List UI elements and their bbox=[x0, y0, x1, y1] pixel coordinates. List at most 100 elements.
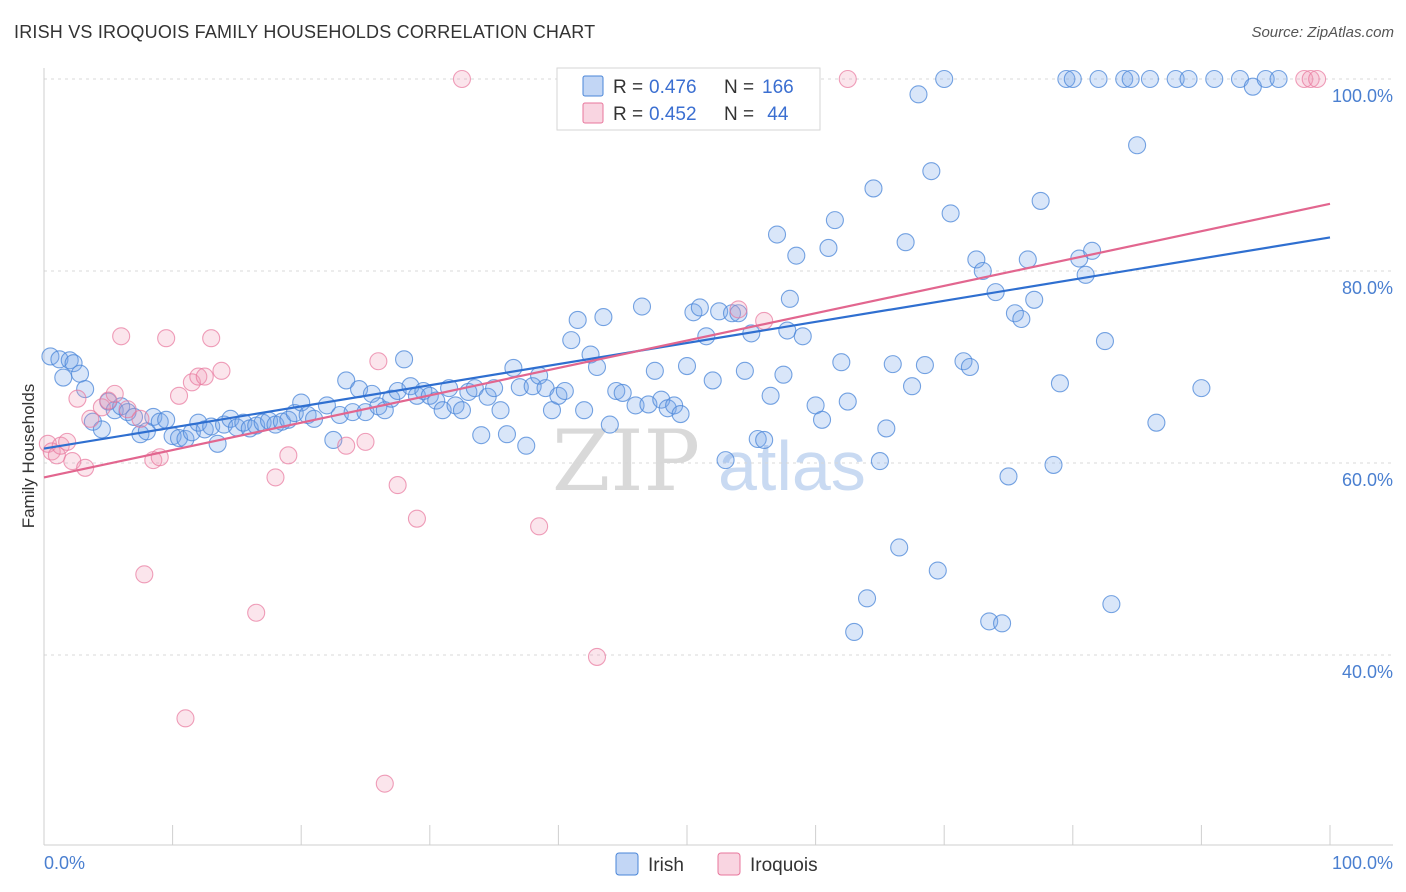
irish-point bbox=[1089, 69, 1108, 89]
irish-point bbox=[1012, 309, 1031, 329]
irish-point bbox=[1018, 250, 1037, 269]
legend-swatch-irish bbox=[582, 75, 604, 97]
iroquois-point bbox=[58, 432, 77, 451]
irish-point bbox=[1140, 69, 1160, 89]
source-credit: Source: ZipAtlas.com bbox=[1251, 24, 1394, 41]
irish-point bbox=[703, 371, 722, 390]
y-tick-label: 40.0% bbox=[1342, 662, 1393, 682]
irish-points bbox=[41, 69, 1288, 642]
iroquois-point bbox=[195, 367, 214, 386]
irish-point bbox=[497, 425, 517, 444]
legend-n-label-irish: N = bbox=[724, 77, 754, 98]
irish-point bbox=[845, 622, 864, 642]
iroquois-point bbox=[118, 400, 137, 419]
trend-lines bbox=[43, 202, 1331, 479]
iroquois-trend-line bbox=[43, 202, 1331, 479]
iroquois-point bbox=[755, 311, 774, 330]
irish-point bbox=[1179, 69, 1198, 89]
iroquois-point bbox=[369, 352, 388, 371]
iroquois-point bbox=[452, 69, 472, 89]
irish-point bbox=[999, 467, 1018, 486]
irish-point bbox=[491, 401, 510, 420]
x-tick-label-max: 100.0% bbox=[1332, 853, 1393, 873]
irish-point bbox=[562, 331, 581, 350]
legend-n-value-irish: 166 bbox=[762, 77, 794, 98]
watermark: ZIP atlas bbox=[552, 412, 866, 510]
iroquois-point bbox=[356, 432, 375, 451]
irish-point bbox=[973, 261, 992, 281]
irish-point bbox=[812, 410, 832, 429]
iroquois-point bbox=[279, 446, 298, 465]
irish-point bbox=[896, 233, 915, 252]
irish-point bbox=[555, 381, 574, 401]
irish-point bbox=[1095, 332, 1114, 351]
irish-point bbox=[1115, 69, 1134, 89]
irish-point bbox=[452, 401, 472, 420]
legend-box bbox=[556, 67, 821, 131]
irish-point bbox=[787, 246, 806, 265]
iroquois-point bbox=[1295, 69, 1314, 89]
irish-point bbox=[755, 430, 774, 450]
irish-point bbox=[427, 391, 446, 410]
iroquois-point bbox=[202, 329, 221, 348]
irish-point bbox=[1102, 595, 1121, 614]
irish-point bbox=[671, 404, 690, 424]
irish-point bbox=[92, 420, 111, 439]
watermark-zip: ZIP bbox=[552, 412, 700, 510]
iroquois-point bbox=[247, 603, 266, 622]
watermark-atlas: atlas bbox=[718, 427, 866, 505]
irish-point bbox=[1057, 69, 1076, 89]
irish-point bbox=[157, 410, 176, 429]
irish-point bbox=[517, 436, 536, 455]
iroquois-point bbox=[530, 517, 549, 536]
x-axis-ticks bbox=[43, 825, 1331, 845]
irish-point bbox=[1147, 413, 1166, 432]
legend-n-label-iroquois: N = bbox=[724, 104, 754, 125]
irish-point bbox=[677, 356, 697, 376]
irish-point bbox=[761, 386, 780, 405]
x-tick-label-min: 0.0% bbox=[44, 853, 85, 873]
irish-point bbox=[607, 381, 626, 401]
iroquois-points bbox=[38, 69, 1327, 793]
irish-point bbox=[748, 429, 767, 449]
irish-point bbox=[838, 392, 857, 411]
irish-point bbox=[767, 225, 787, 244]
irish-point bbox=[864, 179, 883, 198]
irish-point bbox=[568, 310, 587, 330]
iroquois-point bbox=[1301, 69, 1320, 89]
irish-point bbox=[729, 304, 748, 323]
irish-point bbox=[64, 354, 83, 373]
irish-point bbox=[594, 308, 613, 327]
irish-point bbox=[1025, 290, 1044, 309]
irish-point bbox=[902, 377, 922, 396]
iroquois-point bbox=[729, 300, 748, 319]
irish-point bbox=[575, 401, 594, 420]
irish-point bbox=[1128, 136, 1147, 155]
iroquois-point bbox=[1308, 69, 1327, 89]
irish-point bbox=[76, 380, 95, 399]
irish-point bbox=[928, 561, 947, 580]
irish-point bbox=[1121, 69, 1140, 89]
legend-r-value-irish: 0.476 bbox=[649, 77, 697, 98]
irish-point bbox=[504, 358, 523, 378]
stats-legend: R = 0.476 N = 166 R = 0.452 N = 44 bbox=[556, 67, 821, 131]
legend-r-label-irish: R = bbox=[613, 77, 643, 98]
irish-point bbox=[600, 415, 619, 434]
iroquois-point bbox=[135, 565, 154, 584]
irish-point bbox=[510, 378, 529, 397]
irish-trend-line bbox=[43, 236, 1331, 450]
iroquois-point bbox=[68, 389, 87, 408]
iroquois-point bbox=[266, 468, 285, 487]
irish-point bbox=[54, 368, 73, 387]
iroquois-point bbox=[176, 709, 195, 728]
irish-point bbox=[1050, 374, 1069, 393]
iroquois-point bbox=[189, 367, 208, 386]
irish-point bbox=[124, 407, 144, 426]
y-tick-label: 80.0% bbox=[1342, 278, 1393, 298]
irish-point bbox=[935, 69, 954, 89]
series-legend: Irish Iroquois bbox=[615, 852, 818, 876]
iroquois-point bbox=[388, 476, 407, 495]
legend-r-label-iroquois: R = bbox=[613, 104, 643, 125]
iroquois-point bbox=[112, 327, 131, 346]
